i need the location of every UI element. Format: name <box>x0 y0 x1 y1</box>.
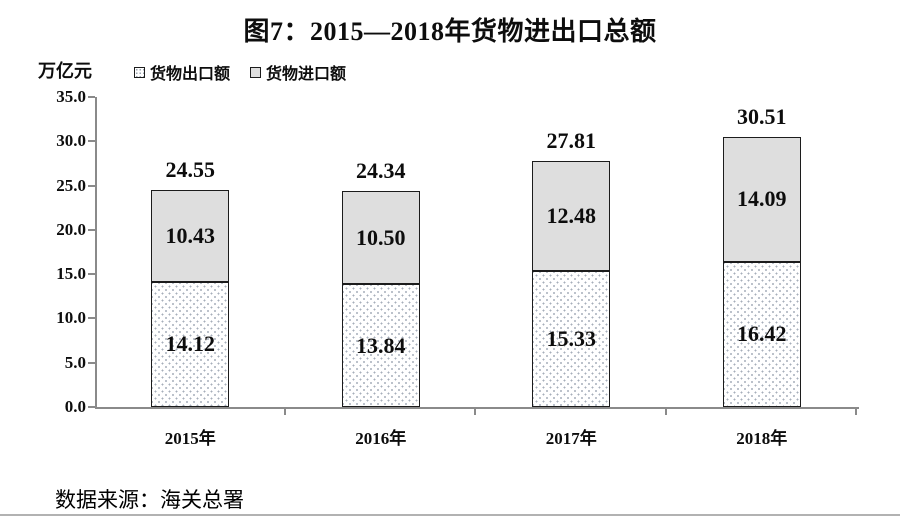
value-label: 14.12 <box>165 331 216 357</box>
y-tick-mark <box>88 184 95 187</box>
bar-segment-export: 15.33 <box>532 271 611 407</box>
y-tick-label: 20.0 <box>56 219 86 239</box>
x-category-label: 2018年 <box>736 429 788 448</box>
bar-segment-export: 14.12 <box>151 281 230 407</box>
x-tick-mark <box>474 409 476 415</box>
x-category-label: 2016年 <box>355 429 407 448</box>
bar-segment-import: 12.48 <box>532 160 611 272</box>
export-series-swatch-icon <box>134 66 145 78</box>
x-tick-mark <box>664 409 667 415</box>
legend-label-imports: 货物进口额 <box>266 66 347 83</box>
y-tick-label: 10.0 <box>56 308 86 328</box>
chart-title: 图7：2015—2018年货物进出口总额 <box>243 17 657 46</box>
data-source-note: 数据来源：海关总署 <box>55 489 244 512</box>
total-label: 27.81 <box>546 127 597 153</box>
y-tick-mark <box>88 273 95 276</box>
plot-area <box>95 97 859 409</box>
y-axis-unit-label: 万亿元 <box>38 61 92 81</box>
total-label: 24.55 <box>165 156 216 182</box>
bar-segment-import: 10.50 <box>341 191 420 285</box>
value-label: 16.42 <box>737 321 787 347</box>
y-tick-mark <box>88 361 95 364</box>
y-tick-label: 35.0 <box>56 87 86 106</box>
y-tick-label: 15.0 <box>56 264 86 284</box>
bottom-divider <box>0 514 900 516</box>
total-label: 30.51 <box>737 103 787 129</box>
bar-segment-import: 10.43 <box>151 189 230 282</box>
legend-item-exports: 货物出口额 <box>134 60 230 84</box>
value-label: 10.43 <box>165 222 216 248</box>
x-category-label: 2017年 <box>545 429 597 448</box>
y-tick-label: 30.0 <box>56 131 86 151</box>
y-tick-mark <box>88 317 95 320</box>
value-label: 15.33 <box>546 326 597 352</box>
legend: 货物出口额 货物进口额 <box>134 60 346 84</box>
x-tick-mark <box>283 409 286 415</box>
total-label: 24.34 <box>356 158 406 184</box>
value-label: 14.09 <box>737 186 787 212</box>
y-tick-mark <box>88 140 95 143</box>
bar-segment-export: 13.84 <box>341 284 420 407</box>
y-tick-mark <box>88 96 95 98</box>
legend-label-exports: 货物出口额 <box>150 66 231 83</box>
y-tick-label: 5.0 <box>64 352 86 372</box>
y-tick-label: 25.0 <box>56 175 86 195</box>
y-tick-mark <box>88 228 95 231</box>
y-tick-mark <box>88 406 95 408</box>
x-tick-mark <box>855 409 857 415</box>
bar-segment-export: 16.42 <box>722 261 801 407</box>
value-label: 12.48 <box>546 202 597 228</box>
import-series-swatch-icon <box>250 66 262 78</box>
value-label: 10.50 <box>356 224 406 250</box>
legend-item-imports: 货物进口额 <box>250 60 346 84</box>
x-category-label: 2015年 <box>164 429 216 448</box>
bar-segment-import: 14.09 <box>722 136 801 262</box>
value-label: 13.84 <box>356 332 406 358</box>
y-tick-label: 0.0 <box>64 397 86 416</box>
